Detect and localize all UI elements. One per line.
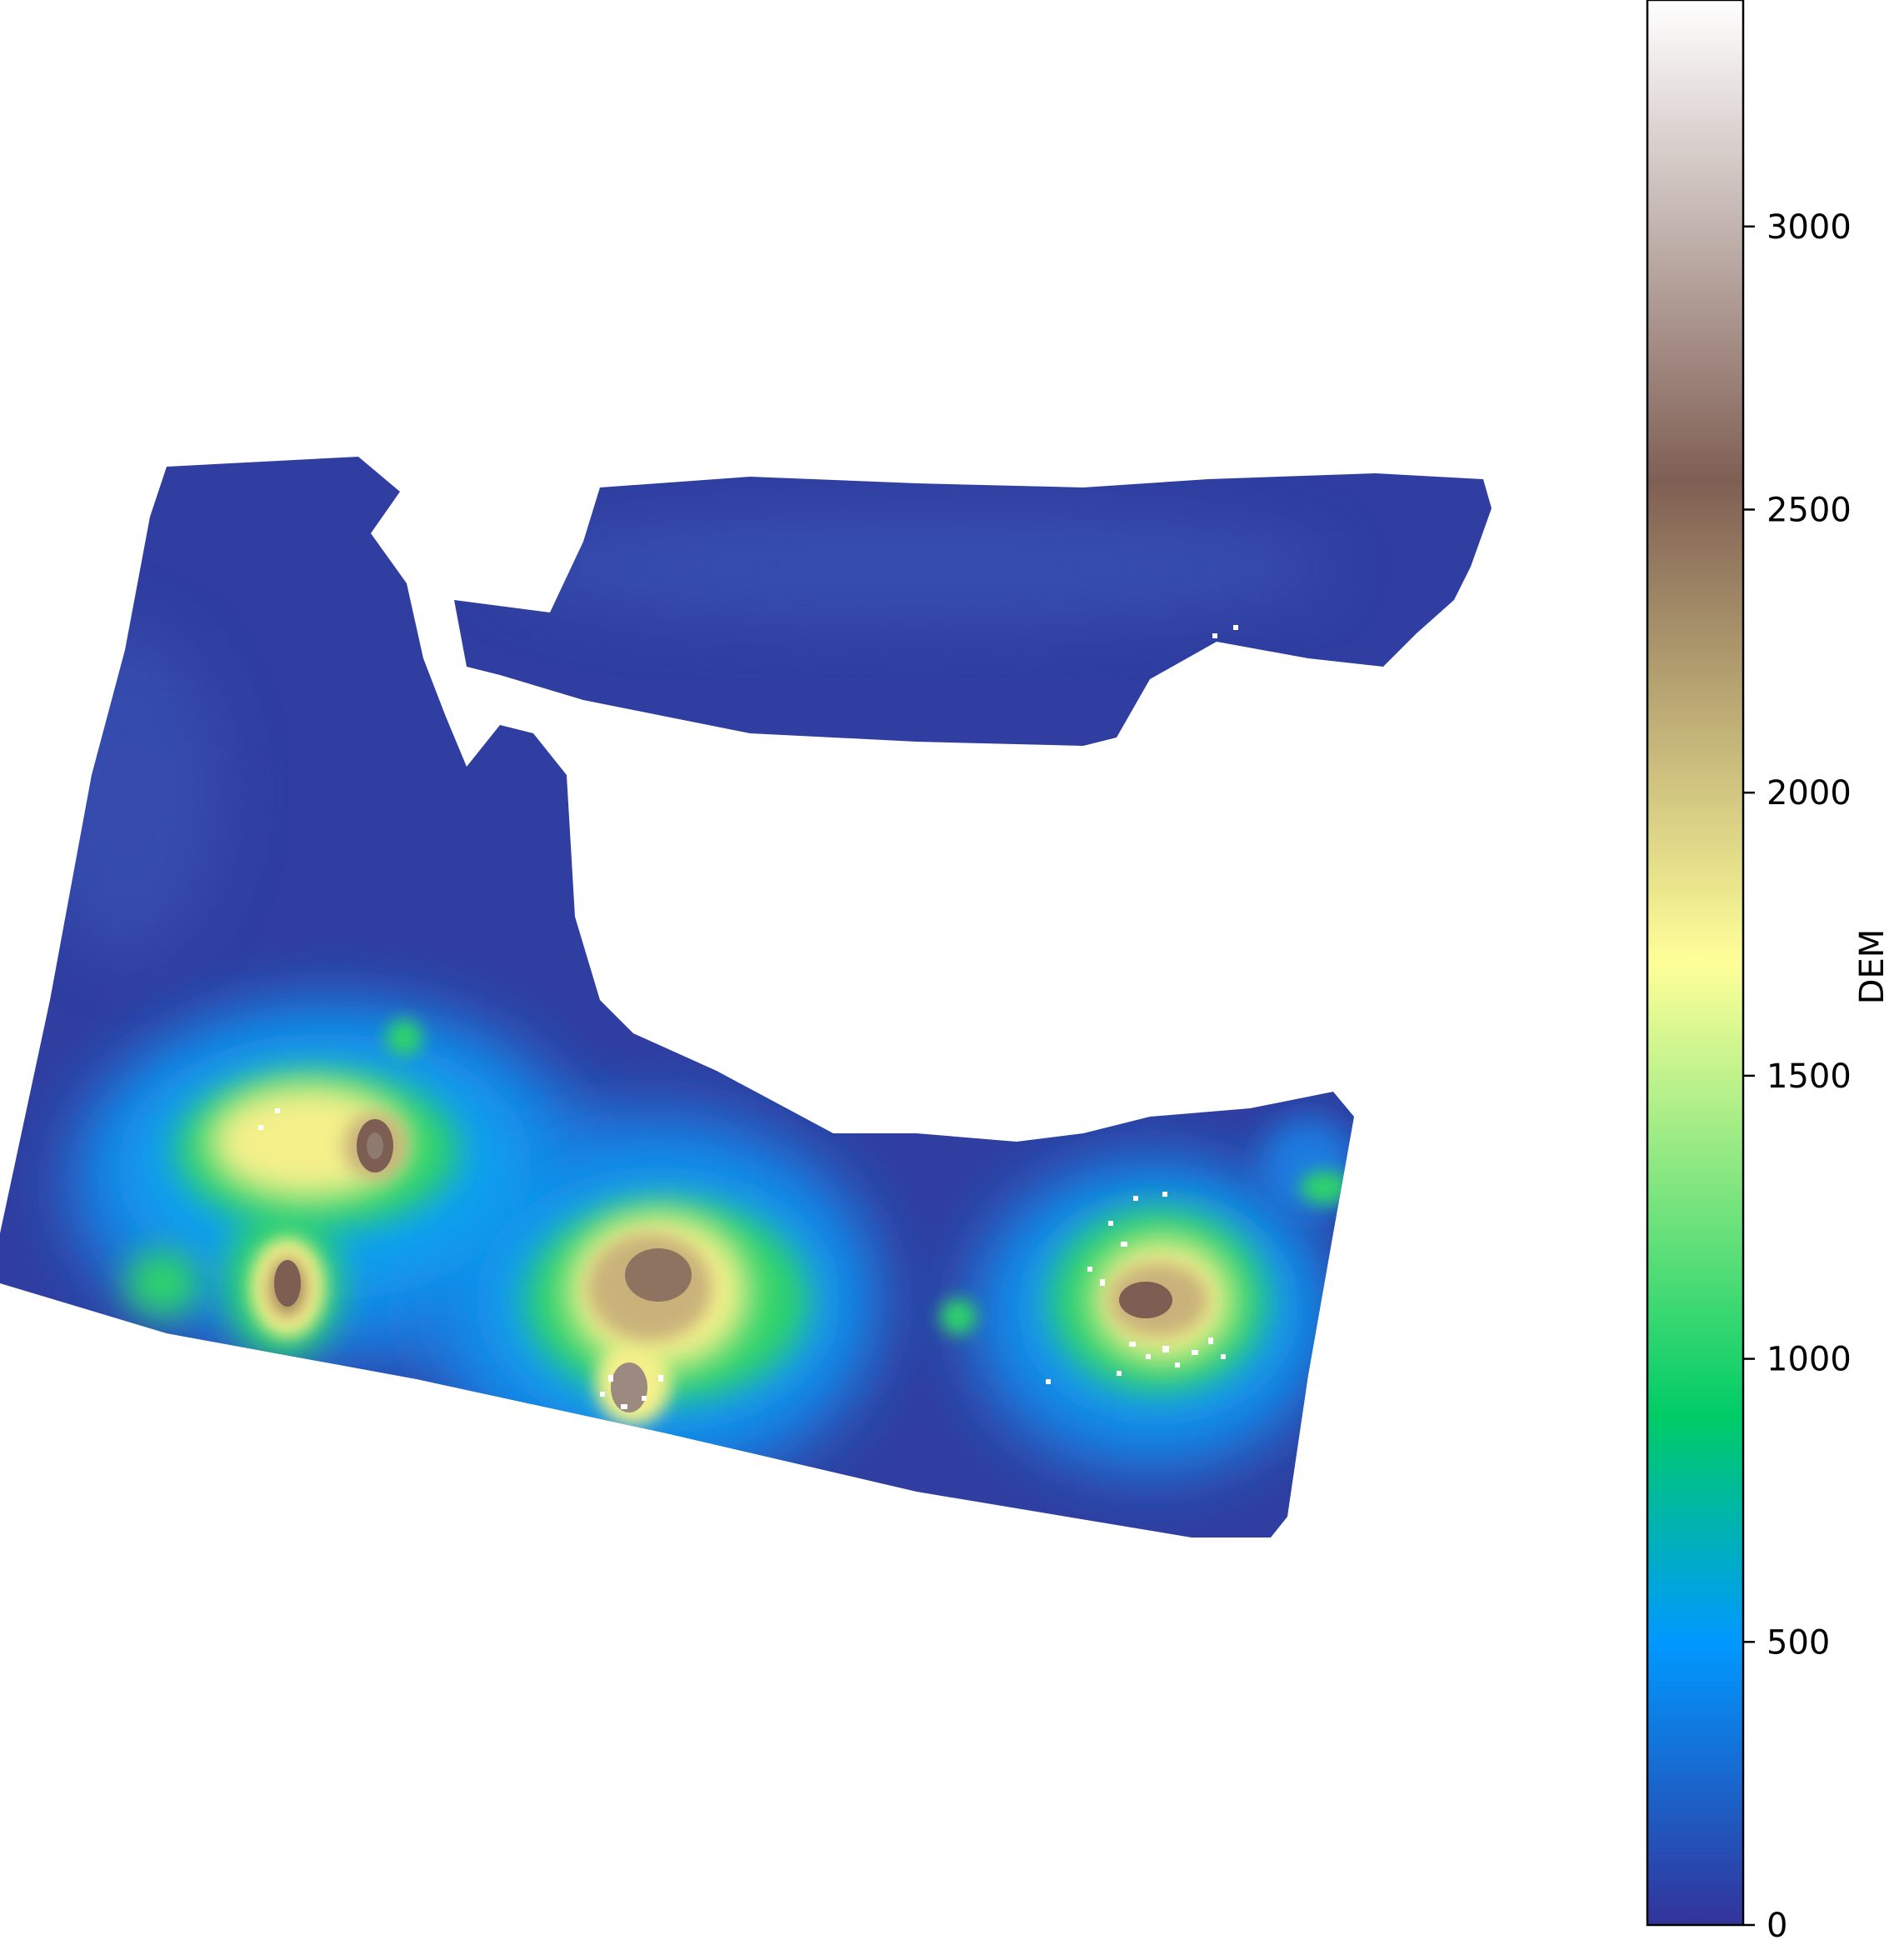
peak-4 bbox=[1119, 1282, 1172, 1318]
peak-markers bbox=[274, 1119, 1172, 1412]
peak-2 bbox=[274, 1260, 301, 1307]
peak-5 bbox=[611, 1362, 647, 1412]
colorbar-tick-label: 2500 bbox=[1767, 491, 1852, 529]
colorbar-tick-label: 3000 bbox=[1767, 208, 1852, 247]
colorbar-frame bbox=[1646, 0, 1745, 1927]
colorbar-tick-label: 500 bbox=[1767, 1623, 1830, 1662]
dem-raster bbox=[0, 457, 1492, 1538]
colorbar-tick-label: 1000 bbox=[1767, 1341, 1852, 1379]
colorbar-gradient bbox=[1647, 0, 1743, 1925]
colorbar-ticks: 0 500 1000 1500 2000 2500 3000 bbox=[1743, 208, 1852, 1945]
colorbar-tick-label: 0 bbox=[1767, 1907, 1787, 1945]
colorbar-label: DEM bbox=[1853, 929, 1892, 1005]
colorbar: 0 500 1000 1500 2000 2500 3000 DEM bbox=[1646, 0, 1892, 1945]
peak-3 bbox=[625, 1248, 692, 1302]
colorbar-tick-label: 1500 bbox=[1767, 1058, 1852, 1096]
nodata-speckles bbox=[258, 625, 1238, 1409]
elevation-shading bbox=[25, 508, 1358, 1492]
colorbar-tick-label: 2000 bbox=[1767, 774, 1852, 812]
